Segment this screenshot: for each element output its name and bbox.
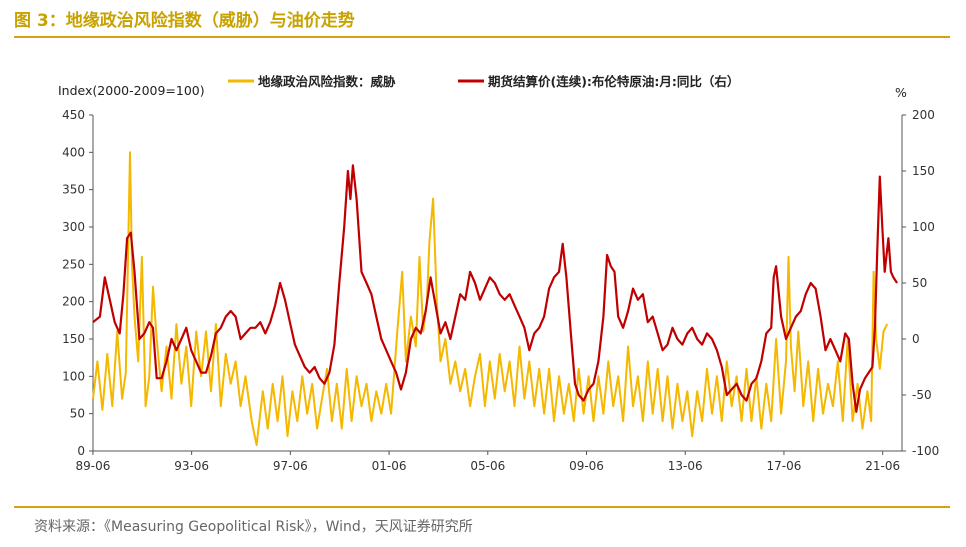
legend: 地缘政治风险指数：威胁 期货结算价(连续):布伦特原油:月:同比（右） <box>228 74 739 89</box>
left-axis-label: Index(2000-2009=100) <box>58 83 205 98</box>
x-tick-label: 89-06 <box>75 459 110 473</box>
title-divider <box>14 36 950 38</box>
legend-label-oil: 期货结算价(连续):布伦特原油:月:同比（右） <box>488 74 739 89</box>
x-tick-label: 97-06 <box>273 459 308 473</box>
right-axis-label: % <box>895 85 907 100</box>
gpr-threat-line <box>92 151 889 446</box>
right-tick-label: 150 <box>912 164 935 178</box>
left-tick-label: 400 <box>62 145 85 159</box>
source-note: 资料来源：《Measuring Geopolitical Risk》，Wind，… <box>34 519 473 535</box>
left-tick-label: 200 <box>62 295 85 309</box>
x-axis-ticks: 89-06 93-06 97-06 01-06 05-06 09-06 13-06 17-06… <box>75 451 900 473</box>
right-tick-label: -50 <box>912 388 932 402</box>
right-axis-ticks: -100 -50 0 50 100 150 200 <box>902 108 939 458</box>
left-tick-label: 300 <box>62 220 85 234</box>
left-tick-label: 350 <box>62 183 85 197</box>
left-tick-label: 150 <box>62 332 85 346</box>
x-tick-label: 01-06 <box>372 459 407 473</box>
chart-area: 0 50 100 150 200 250 300 350 400 450 -100 -50 0 50 10… <box>58 74 939 473</box>
x-tick-label: 09-06 <box>569 459 604 473</box>
x-tick-label: 13-06 <box>668 459 703 473</box>
series-layer <box>92 151 899 446</box>
source-divider <box>14 506 950 508</box>
right-tick-label: 200 <box>912 108 935 122</box>
brent-yoy-line <box>92 164 899 413</box>
left-tick-label: 100 <box>62 369 85 383</box>
x-tick-label: 21-06 <box>865 459 900 473</box>
legend-label-gpr: 地缘政治风险指数：威胁 <box>258 74 396 89</box>
figure-title: 图 3：地缘政治风险指数（威胁）与油价走势 <box>14 11 355 31</box>
left-tick-label: 0 <box>77 444 85 458</box>
right-tick-label: 0 <box>912 332 920 346</box>
left-tick-label: 50 <box>70 407 85 421</box>
right-tick-label: -100 <box>912 444 939 458</box>
left-tick-label: 450 <box>62 108 85 122</box>
right-tick-label: 50 <box>912 276 927 290</box>
x-tick-label: 93-06 <box>174 459 209 473</box>
left-axis-ticks: 0 50 100 150 200 250 300 350 400 450 <box>62 108 93 458</box>
x-tick-label: 17-06 <box>767 459 802 473</box>
x-tick-label: 05-06 <box>470 459 505 473</box>
left-tick-label: 250 <box>62 257 85 271</box>
right-tick-label: 100 <box>912 220 935 234</box>
